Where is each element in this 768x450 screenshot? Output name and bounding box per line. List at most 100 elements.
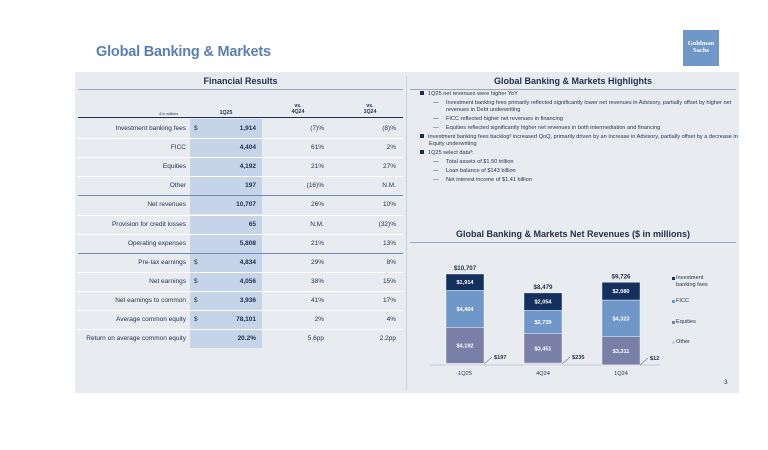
table-row: 10,707 Net revenues 26% 10% [78, 195, 403, 214]
bar-segment-label: $1,914 [456, 280, 474, 286]
highlight-text: Net interest income of $1.41 billion [446, 177, 532, 183]
bar-segment [445, 273, 485, 291]
value-1q25: 4,056 [239, 278, 256, 285]
value-vs-1q24: 13% [382, 240, 396, 247]
highlight-text-content: 1Q25 net revenues were higher YoY [428, 91, 518, 97]
value-vs-1q24: (8)% [382, 125, 396, 132]
legend-item: Equities [672, 319, 722, 326]
value-1q25: 65 [248, 221, 256, 228]
row-separator [78, 215, 403, 216]
value-vs-1q24: 8% [386, 259, 396, 266]
value-vs-1q24: 2% [386, 144, 396, 151]
logo-line-1: Goldman [687, 40, 715, 47]
table-row: 197 Other (16)% N.M. [78, 176, 403, 195]
highlight-text: Investment banking fees backlog³ increas… [420, 134, 738, 148]
highlight-cell: 20.2% [190, 329, 262, 348]
other-value-label: $197 [494, 355, 506, 361]
financial-results-rule [78, 89, 403, 90]
highlight-bullet: 1Q25 select data³: [420, 150, 738, 157]
highlight-text: Total assets of $1.50 trillion [446, 159, 514, 165]
highlight-text-content: 1Q25 select data³: [428, 150, 474, 156]
callout-line [483, 356, 493, 365]
value-vs-1q24: 15% [382, 278, 396, 285]
value-vs-4q24: N.M. [310, 221, 324, 228]
bar-segment [523, 333, 563, 364]
highlight-text: Equities reflected significantly higher … [446, 125, 661, 131]
value-1q25: 3,936 [239, 297, 256, 304]
goldman-sachs-logo: Goldman Sachs [683, 30, 719, 66]
row-separator [78, 329, 403, 330]
callout-line [639, 357, 649, 366]
table-header-rule [78, 117, 403, 118]
row-separator [78, 176, 403, 177]
legend-swatch-icon [672, 277, 675, 280]
value-vs-4q24: 29% [310, 259, 324, 266]
value-vs-1q24: 2.2pp [379, 335, 396, 342]
value-vs-4q24: 61% [310, 144, 324, 151]
highlight-text-content: Investment banking fees backlog³ increas… [428, 134, 738, 147]
highlight-text: Loan balance of $143 billion [446, 168, 516, 174]
bar-segment [523, 292, 563, 311]
value-vs-4q24: 26% [310, 201, 324, 208]
table-row: 4,192 Equities 21% 27% [78, 157, 403, 176]
value-vs-4q24: 41% [310, 297, 324, 304]
highlight-text: Investment banking fees primarily reflec… [446, 100, 732, 113]
value-vs-4q24: (16)% [306, 182, 324, 189]
other-value-label: $12 [650, 356, 659, 362]
bar-segment [523, 362, 563, 366]
unit-label: $ in millions [159, 112, 178, 116]
table-row: 20.2% Return on average common equity 5.6p… [78, 329, 403, 348]
row-separator [78, 291, 403, 292]
value-vs-1q24: 27% [382, 163, 396, 170]
highlight-cell: 10,707 [190, 195, 262, 214]
currency-symbol: $ [194, 297, 198, 304]
value-vs-4q24: (7)% [310, 125, 324, 132]
dash-icon: — [433, 116, 439, 122]
bar-segment [445, 363, 485, 366]
highlight-text: 1Q25 net revenues were higher YoY [420, 91, 738, 98]
highlight-text: FICC reflected higher net revenues in fi… [446, 116, 563, 122]
highlight-cell: 5,808 [190, 234, 262, 253]
value-vs-1q24: 4% [386, 316, 396, 323]
dash-icon: — [433, 100, 439, 106]
page-title: Global Banking & Markets [96, 44, 271, 60]
legend-label: FICC [676, 298, 690, 304]
legend-label: Investment banking fees [676, 275, 708, 288]
row-label: Net earnings [149, 278, 186, 285]
net-revenues-chart: $4,192 $4,404 $1,914 $10,707 1Q25 $197 $3,451 $… [430, 265, 660, 377]
highlight-cell: 3,936 [190, 291, 262, 310]
highlight-sub-bullet: — Total assets of $1.50 trillion [433, 159, 736, 166]
bar-total-label: $8,479 [534, 284, 553, 291]
highlight-cell: 78,101 [190, 310, 262, 329]
col-header-vs-4q24-line2: 4Q24 [291, 109, 305, 115]
highlight-cell: 4,404 [190, 138, 262, 157]
table-row: 4,056 Net earnings $38% 15% [78, 272, 403, 291]
row-separator [78, 234, 403, 235]
bar-segment-label: $4,323 [612, 316, 629, 322]
value-1q25: 4,834 [239, 259, 256, 266]
row-label: Equities [162, 163, 186, 170]
square-bullet-icon [420, 134, 424, 138]
value-1q25: 5,808 [239, 240, 256, 247]
highlight-sub-bullet: — Equities reflected significantly higher… [433, 125, 736, 132]
logo-line-2: Sachs [692, 47, 710, 54]
bar-segment-label: $2,054 [534, 300, 552, 306]
chart-title: Global Banking & Markets Net Revenues ($… [455, 229, 691, 239]
row-label: Net earnings to common [115, 297, 186, 304]
bar-segment-label: $3,451 [534, 346, 551, 352]
legend-swatch-icon [672, 341, 675, 344]
table-row: 65 Provision for credit losses N.M. (32)% [78, 215, 403, 234]
legend-item: Other [672, 339, 722, 346]
table-row: 78,101 Average common equity $2% 4% [78, 310, 403, 329]
callout-line [561, 356, 571, 365]
value-vs-4q24: 2% [314, 316, 324, 323]
value-1q25: 4,404 [239, 144, 256, 151]
row-label: Operating expenses [127, 240, 186, 247]
row-separator [78, 310, 403, 311]
bar-segment [601, 299, 641, 337]
value-1q25: 78,101 [236, 316, 256, 323]
legend-swatch-icon [672, 321, 675, 324]
highlight-sub-bullet: — Net interest income of $1.41 billion [433, 177, 736, 184]
table-row: 3,936 Net earnings to common $41% 17% [78, 291, 403, 310]
legend-item: FICC [672, 298, 722, 305]
